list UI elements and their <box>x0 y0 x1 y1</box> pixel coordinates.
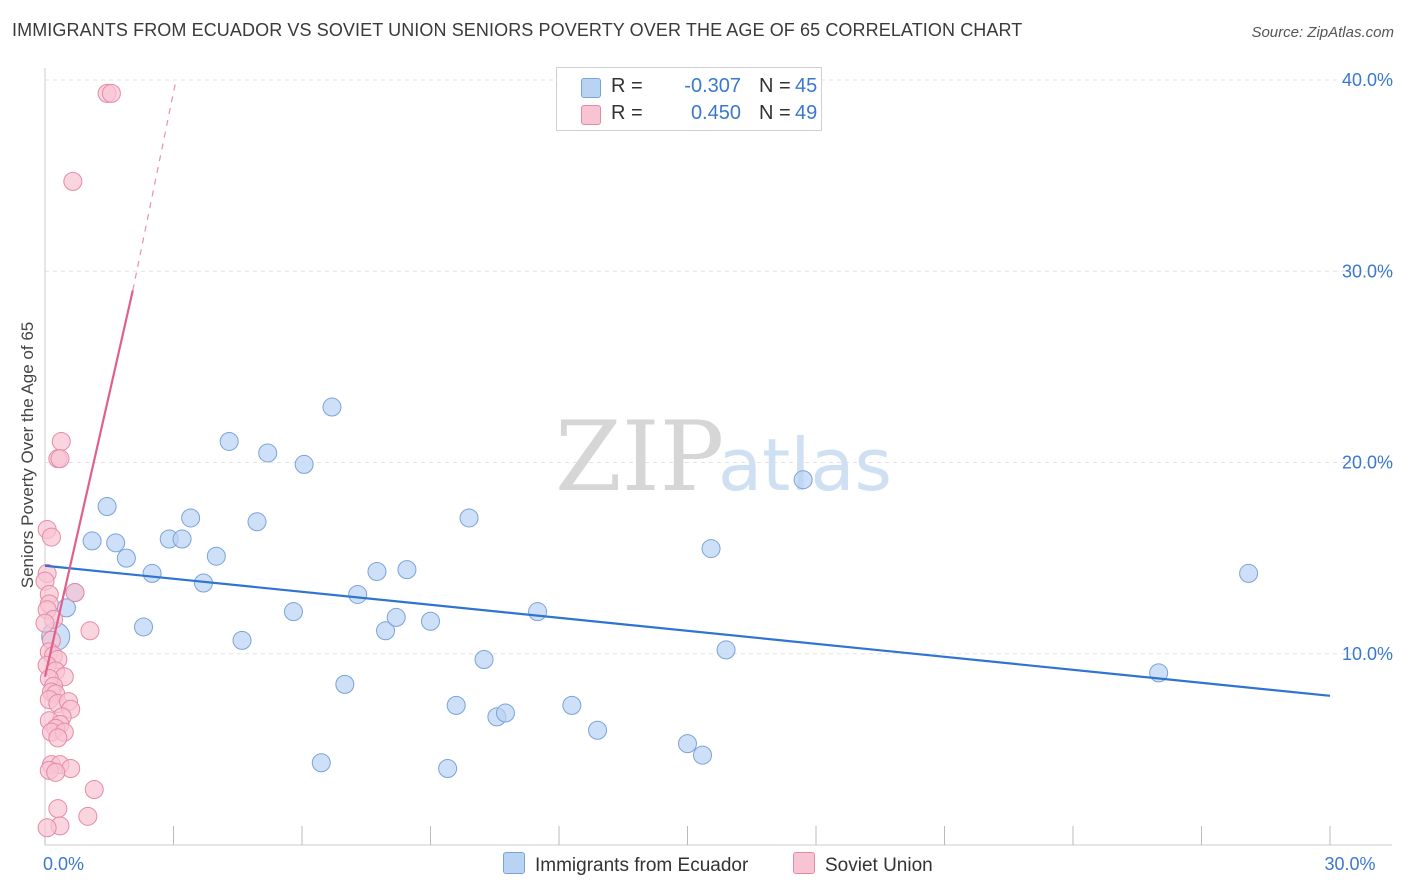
data-point <box>459 508 479 528</box>
data-points <box>35 83 1259 838</box>
data-point <box>84 780 104 800</box>
r-label: R = <box>611 102 643 124</box>
data-point <box>46 762 66 782</box>
stats-box: R = -0.307 N = 45 R = 0.450 N = 49 <box>556 67 822 131</box>
data-point <box>692 745 712 765</box>
n-value: 45 <box>795 75 818 97</box>
data-point <box>438 759 458 778</box>
data-point <box>528 602 548 622</box>
data-point <box>51 431 71 451</box>
data-point <box>701 539 721 559</box>
legend-swatch-ecuador <box>503 852 525 874</box>
data-point <box>181 508 201 528</box>
data-point <box>134 617 154 637</box>
trend-line-ecuador <box>44 564 1331 697</box>
r-label: R = <box>611 75 643 97</box>
data-point <box>367 562 387 582</box>
data-point <box>97 496 117 516</box>
data-point <box>247 512 267 532</box>
data-point <box>1239 563 1259 583</box>
legend-label: Immigrants from Ecuador <box>535 855 749 876</box>
data-point <box>219 431 239 451</box>
data-point <box>386 607 406 627</box>
x-tick-label: 30.0% <box>1324 854 1375 874</box>
r-value: 0.450 <box>690 102 741 124</box>
data-point <box>562 695 582 715</box>
n-value: 49 <box>795 102 818 124</box>
n-label: N = <box>759 75 791 97</box>
data-point <box>588 720 608 740</box>
data-point <box>446 695 466 715</box>
legend-label: Soviet Union <box>825 855 933 876</box>
y-tick-label: 10.0% <box>1342 644 1393 664</box>
soviet-union-swatch <box>581 105 601 125</box>
data-point <box>376 621 396 641</box>
data-point <box>421 611 440 631</box>
data-point <box>106 533 126 553</box>
ecuador-swatch <box>581 78 601 98</box>
y-tick-label: 30.0% <box>1342 261 1393 281</box>
data-point <box>35 613 55 633</box>
data-point <box>78 806 98 826</box>
data-point <box>397 560 417 580</box>
trend-line-soviet-union <box>43 290 134 677</box>
data-point <box>311 753 331 773</box>
data-point <box>116 548 136 568</box>
data-point <box>65 583 85 603</box>
legend-item-soviet-union[interactable]: Soviet Union <box>793 852 933 877</box>
data-point <box>474 649 494 669</box>
data-point <box>48 799 68 819</box>
axes <box>44 68 1392 846</box>
data-point <box>172 529 192 549</box>
data-point <box>716 640 736 660</box>
data-point <box>80 621 100 641</box>
data-point <box>322 397 342 417</box>
watermark-atlas: atlas <box>718 423 892 507</box>
watermark-zip: ZIP <box>555 401 724 513</box>
data-point <box>101 83 121 103</box>
data-point <box>283 602 303 622</box>
tick-labels: 10.0% 20.0% 30.0% 40.0% 0.0% 30.0% <box>43 70 1393 874</box>
legend-item-ecuador[interactable]: Immigrants from Ecuador <box>503 852 748 877</box>
n-label: N = <box>759 102 791 124</box>
data-point <box>232 630 252 650</box>
data-point <box>50 449 70 469</box>
x-tick-label: 0.0% <box>43 854 84 874</box>
data-point <box>37 818 57 838</box>
data-point <box>793 470 813 490</box>
watermark: ZIP atlas <box>555 401 892 513</box>
trend-extension-soviet-union <box>132 81 177 291</box>
data-point <box>335 674 355 694</box>
y-tick-label: 20.0% <box>1342 453 1393 473</box>
data-point <box>348 584 368 604</box>
chart-title: IMMIGRANTS FROM ECUADOR VS SOVIET UNION … <box>12 20 1023 40</box>
data-point <box>258 443 278 463</box>
data-point <box>48 728 68 748</box>
source-label: Source: ZipAtlas.com <box>1251 24 1394 41</box>
data-point <box>206 546 226 566</box>
grid-lines <box>45 79 1392 655</box>
data-point <box>495 703 515 723</box>
series-soviet-union <box>35 83 121 838</box>
data-point <box>294 454 314 474</box>
data-point <box>63 171 83 191</box>
y-tick-label: 40.0% <box>1342 70 1393 90</box>
r-value: -0.307 <box>684 75 741 97</box>
legend-swatch-soviet-union <box>793 852 815 874</box>
trend-lines <box>43 81 1331 697</box>
data-point <box>41 527 61 547</box>
data-point <box>82 531 102 551</box>
data-point <box>678 734 697 754</box>
data-point <box>142 563 162 583</box>
